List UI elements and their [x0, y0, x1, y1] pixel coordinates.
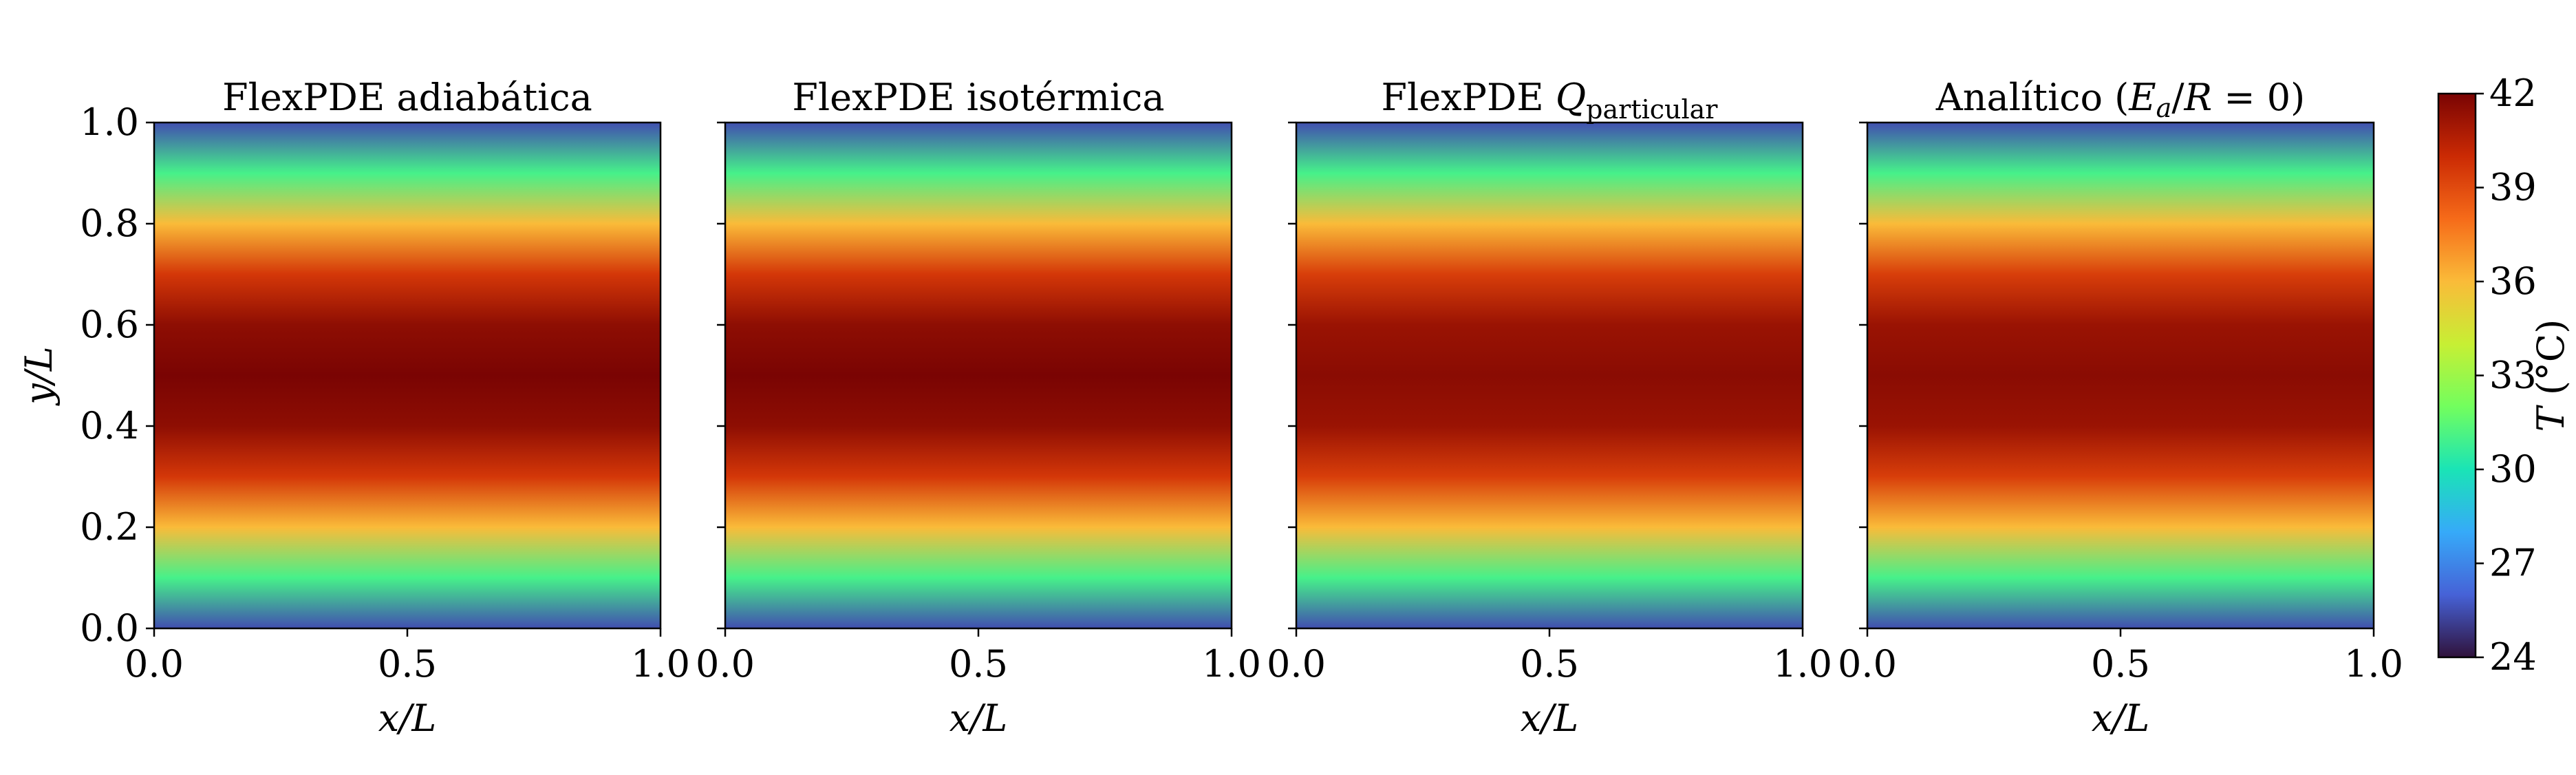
x-tick-label: 0.5 — [2091, 642, 2150, 686]
x-axis-label: x/L — [949, 697, 1008, 740]
colorbar-tick-label: 39 — [2489, 166, 2537, 209]
y-tick-label: 1.0 — [80, 100, 139, 144]
y-tick-label: 0.0 — [80, 606, 139, 650]
colorbar-tick-label: 42 — [2489, 72, 2537, 115]
y-tick-label: 0.8 — [80, 202, 139, 245]
x-axis-label: x/L — [1521, 697, 1579, 740]
x-tick-label: 0.0 — [1838, 642, 1897, 686]
x-tick-label: 0.5 — [949, 642, 1008, 686]
x-axis-label: x/L — [378, 697, 437, 740]
x-tick-label: 0.0 — [125, 642, 184, 686]
panel-title: FlexPDE adiabática — [222, 76, 592, 119]
panel-2: FlexPDE isotérmica 0.0 0.5 1.0 x/L — [696, 76, 1261, 740]
y-axis-label: y/L — [17, 346, 61, 406]
colorbar-tick-label: 36 — [2489, 259, 2537, 303]
panel-title: FlexPDE isotérmica — [792, 76, 1164, 119]
heatmap-field — [725, 123, 1232, 628]
panels: FlexPDE adiabática 0.0 0.5 1.0 x/L 0.0 0.2 0.4 0… — [17, 76, 2403, 740]
colorbar: 24 27 30 33 36 39 42 T (°C) — [2437, 72, 2573, 679]
colorbar-label: T (°C) — [2529, 319, 2573, 432]
y-tick-label: 0.4 — [80, 404, 139, 447]
y-tick-label: 0.6 — [80, 303, 139, 346]
x-tick-label: 0.5 — [1520, 642, 1579, 686]
x-axis-label: x/L — [2092, 697, 2150, 740]
x-tick-label: 1.0 — [1202, 642, 1261, 686]
panel-4: Analítico (Ea/R = 0) 0.0 0.5 1.0 x/L — [1838, 76, 2403, 740]
x-tick-label: 0.0 — [1267, 642, 1326, 686]
panel-1: FlexPDE adiabática 0.0 0.5 1.0 x/L 0.0 0.2 0.4 0… — [17, 76, 690, 740]
colorbar-tick-label: 27 — [2489, 542, 2537, 585]
panel-title: Analítico (Ea/R = 0) — [1935, 76, 2305, 123]
heatmap-field — [154, 123, 661, 628]
x-tick-label: 0.0 — [696, 642, 755, 686]
x-tick-label: 1.0 — [1773, 642, 1832, 686]
panel-3: FlexPDE Qparticular 0.0 0.5 1.0 x/L — [1267, 76, 1832, 740]
colorbar-gradient — [2438, 94, 2476, 657]
heatmap-field — [1867, 123, 2374, 628]
colorbar-tick-label: 33 — [2489, 354, 2537, 397]
colorbar-tick-label: 24 — [2489, 635, 2537, 679]
y-tick-label: 0.2 — [80, 505, 139, 549]
x-tick-label: 1.0 — [631, 642, 690, 686]
colorbar-tick-label: 30 — [2489, 447, 2537, 491]
x-tick-label: 1.0 — [2344, 642, 2403, 686]
x-tick-label: 0.5 — [378, 642, 437, 686]
heatmap-field — [1296, 123, 1803, 628]
panel-title: FlexPDE Qparticular — [1382, 76, 1719, 125]
